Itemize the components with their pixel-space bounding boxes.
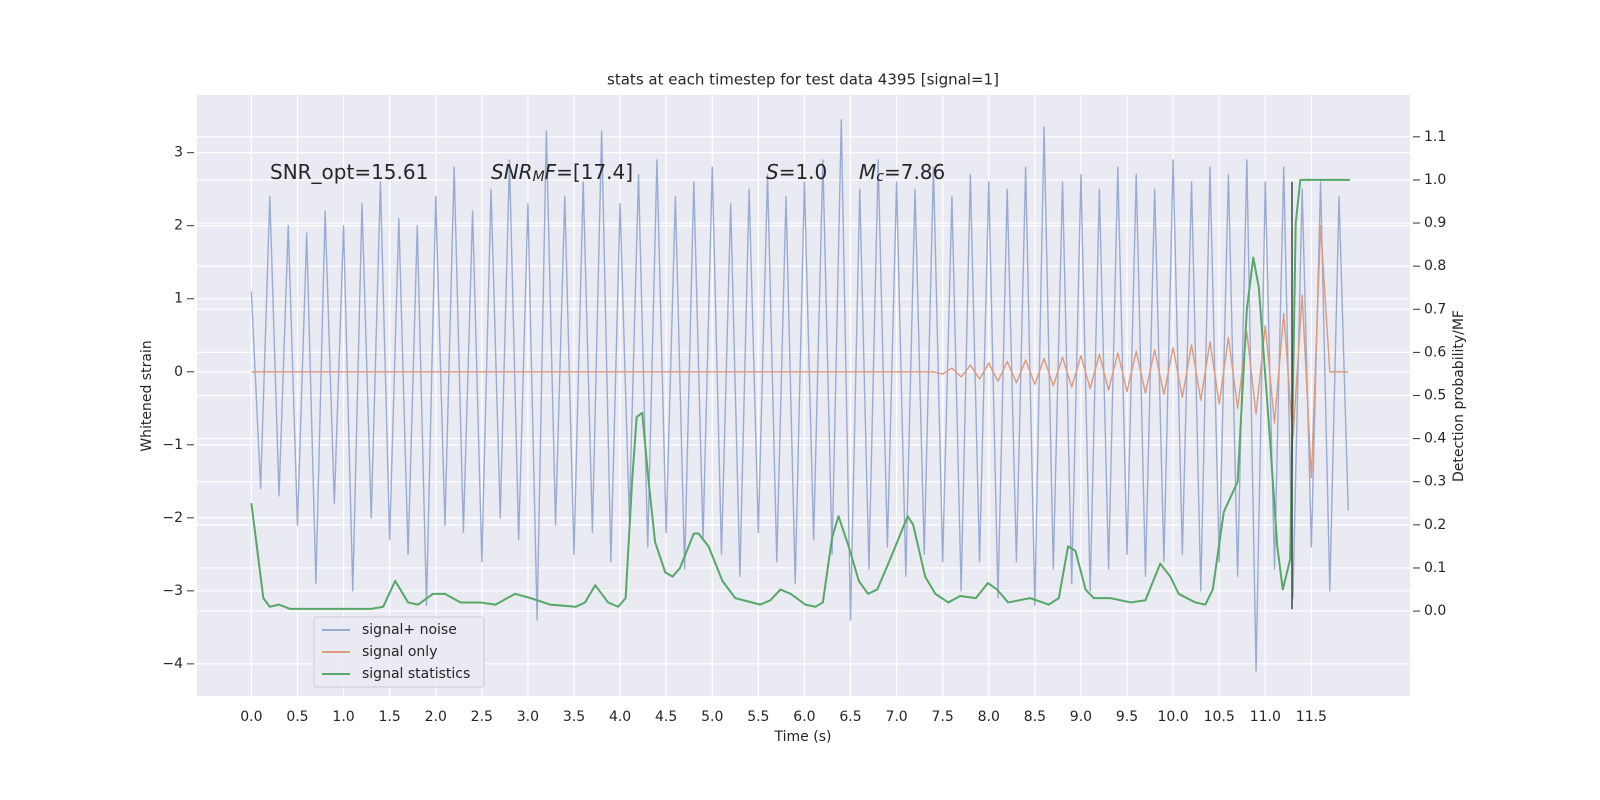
- x-tick-label: 10.5: [1204, 709, 1235, 725]
- x-tick-label: 3.5: [563, 709, 585, 725]
- y-tick-label: −3: [162, 583, 183, 599]
- y2-tick-label: 0.5: [1424, 388, 1446, 404]
- legend-label: signal+ noise: [362, 622, 457, 638]
- y2-tick-label: 0.8: [1424, 258, 1446, 274]
- x-tick-label: 5.5: [747, 709, 769, 725]
- y2-tick-label: 0.0: [1424, 603, 1446, 619]
- y2-tick-label: 1.1: [1424, 129, 1446, 145]
- y2-tick-label: 1.0: [1424, 172, 1446, 188]
- x-tick-label: 10.0: [1158, 709, 1189, 725]
- annotation-part: M: [533, 169, 545, 185]
- annotation: S=1.0: [766, 160, 827, 184]
- y2-tick-label: 0.3: [1424, 474, 1446, 490]
- x-tick-label: 1.0: [332, 709, 354, 725]
- x-tick-label: 0.0: [240, 709, 262, 725]
- y-tick-label: −4: [162, 656, 183, 672]
- x-tick-label: 8.0: [978, 709, 1000, 725]
- x-tick-label: 2.0: [425, 709, 447, 725]
- legend-box: [313, 616, 485, 688]
- annotation-part: M: [859, 160, 876, 184]
- annotation-part: SNR: [491, 160, 533, 184]
- y-axis-label: Whitened strain: [139, 340, 155, 451]
- x-tick-label: 5.0: [701, 709, 723, 725]
- x-axis-label: Time (s): [774, 729, 832, 745]
- x-tick-label: 3.0: [517, 709, 539, 725]
- x-tick-label: 4.0: [609, 709, 631, 725]
- x-tick-label: 0.5: [286, 709, 308, 725]
- y-tick-label: 2: [174, 218, 183, 234]
- annotation-part: SNR_opt=15.61: [270, 160, 428, 184]
- y-tick-label: −2: [162, 510, 183, 526]
- y-tick-label: −1: [162, 437, 183, 453]
- y-tick-label: 0: [174, 364, 183, 380]
- legend-label: signal only: [362, 644, 437, 660]
- x-tick-label: 11.0: [1250, 709, 1281, 725]
- x-tick-label: 8.5: [1024, 709, 1046, 725]
- x-tick-label: 6.0: [793, 709, 815, 725]
- x-tick-label: 4.5: [655, 709, 677, 725]
- y-tick-label: 3: [174, 145, 183, 161]
- x-tick-label: 6.5: [839, 709, 861, 725]
- y2-tick-label: 0.6: [1424, 344, 1446, 360]
- annotation-part: =[17.4]: [556, 160, 633, 184]
- annotation: SNR_opt=15.61: [270, 160, 428, 184]
- annotation-part: =7.86: [884, 160, 945, 184]
- y2-tick-label: 0.7: [1424, 301, 1446, 317]
- x-tick-label: 7.0: [885, 709, 907, 725]
- x-tick-label: 11.5: [1296, 709, 1327, 725]
- annotation: SNRMF=[17.4]: [491, 160, 633, 185]
- x-tick-label: 7.5: [932, 709, 954, 725]
- y-tick-label: 1: [174, 291, 183, 307]
- annotation-part: c: [876, 169, 884, 185]
- y2-tick-label: 0.9: [1424, 215, 1446, 231]
- y2-tick-label: 0.2: [1424, 517, 1446, 533]
- annotation-part: S: [766, 160, 779, 184]
- x-tick-label: 2.5: [471, 709, 493, 725]
- series-line: [250, 119, 1349, 672]
- chart-title: stats at each timestep for test data 439…: [607, 71, 999, 89]
- annotation-part: =1.0: [779, 160, 828, 184]
- annotation-part: F: [545, 160, 557, 184]
- y2-tick-label: 0.1: [1424, 560, 1446, 576]
- x-tick-label: 1.5: [379, 709, 401, 725]
- annotation: Mc=7.86: [859, 160, 945, 185]
- x-tick-label: 9.5: [1116, 709, 1138, 725]
- legend-label: signal statistics: [362, 666, 470, 682]
- x-tick-label: 9.0: [1070, 709, 1092, 725]
- series-line: [251, 225, 1349, 479]
- y2-tick-label: 0.4: [1424, 431, 1446, 447]
- series-line: [250, 178, 1351, 610]
- y2-axis-label: Detection probability/MF: [1451, 310, 1467, 482]
